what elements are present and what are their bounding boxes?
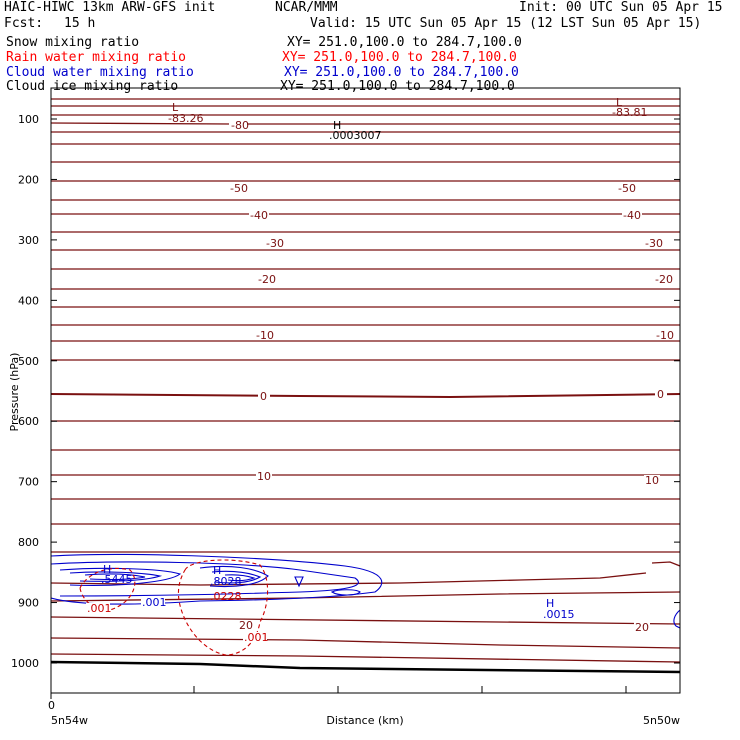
y-tick-label: 800 — [18, 536, 39, 549]
x-origin-label: 0 — [48, 699, 55, 712]
svg-text:H: H — [213, 564, 221, 577]
svg-text:H: H — [333, 119, 341, 132]
y-tick-label: 300 — [18, 234, 39, 247]
svg-text:H: H — [103, 563, 111, 576]
extrema-markers: L -83.26 L -83.81 H .0003007 H .5445 H .… — [101, 96, 647, 621]
temp-label-10-left: 10 — [257, 470, 271, 483]
x-axis-title: Distance (km) — [326, 714, 403, 727]
contour-labels: .001 .001 20 .001 — [86, 596, 269, 644]
temp-label-m80: -80 — [231, 119, 249, 132]
field-name-snow: Snow mixing ratio — [6, 35, 140, 50]
field-name-cloud-water: Cloud water mixing ratio — [6, 65, 194, 80]
init-time: Init: 00 UTC Sun 05 Apr 15 — [519, 0, 723, 15]
temp-label-20-left: 20 — [239, 619, 253, 632]
temp-label-m40-right: -40 — [623, 209, 641, 222]
temp-label-m30-left: -30 — [266, 237, 284, 250]
y-tick-label: 600 — [18, 415, 39, 428]
y-axis-title: Pressure (hPa) — [8, 353, 21, 432]
snow-max-value: .0003007 — [329, 129, 382, 142]
temp-label-m20-right: -20 — [655, 273, 673, 286]
cloud-water-max-center: .8028 — [210, 575, 242, 588]
y-tick-label: 500 — [18, 355, 39, 368]
rain-contour-label-right: .001 — [244, 631, 269, 644]
rain-contour-label-left: .001 — [87, 602, 112, 615]
temp-label-m20-left: -20 — [258, 273, 276, 286]
x-end-label: 5n50w — [643, 714, 680, 727]
plot-frame — [50, 87, 681, 694]
temp-label-0-right: 0 — [657, 388, 664, 401]
field-xy-snow: XY= 251.0,100.0 to 284.7,100.0 — [287, 35, 522, 50]
y-tick-label: 700 — [18, 476, 39, 489]
y-tick-label: 1000 — [11, 657, 39, 670]
temp-label-m10-left: -10 — [256, 329, 274, 342]
cloud-water-max-left: .5445 — [101, 573, 133, 586]
temp-label-m50-right: -50 — [618, 182, 636, 195]
svg-text:L: L — [616, 96, 623, 109]
center-label: NCAR/MMM — [275, 0, 338, 15]
y-tick-label: 200 — [18, 173, 39, 186]
y-tick-label: 400 — [18, 294, 39, 307]
fcst-value: 15 h — [64, 16, 96, 31]
temp-label-10-right: 10 — [645, 474, 659, 487]
temperature-labels: -80 -50 -50 -40 -40 -30 -30 -20 -20 -10 … — [229, 119, 675, 634]
field-name-cloud-ice: Cloud ice mixing ratio — [6, 79, 179, 94]
temp-label-20-right: 20 — [635, 621, 649, 634]
temp-label-m40-left: -40 — [250, 209, 268, 222]
svg-text:H: H — [546, 597, 554, 610]
x-start-label: 5n54w — [51, 714, 88, 727]
valid-time: Valid: 15 UTC Sun 05 Apr 15 (12 LST Sun … — [310, 16, 702, 31]
field-xy-cloud-water: XY= 251.0,100.0 to 284.7,100.0 — [284, 65, 519, 80]
y-tick-label: 100 — [18, 113, 39, 126]
cloud-contour-label: .001 — [142, 596, 167, 609]
rain-max-value: .0228 — [210, 590, 242, 603]
fcst-label: Fcst: — [4, 16, 44, 31]
temp-label-m50-left: -50 — [230, 182, 248, 195]
field-xy-rain: XY= 251.0,100.0 to 284.7,100.0 — [282, 50, 517, 65]
temp-label-m30-right: -30 — [645, 237, 663, 250]
plot-title: HAIC-HIWC 13km ARW-GFS init — [4, 0, 216, 15]
temp-label-0-left: 0 — [260, 390, 267, 403]
temperature-contours — [51, 98, 680, 674]
y-tick-label: 900 — [18, 597, 39, 610]
rain-water-contours — [79, 559, 269, 656]
temp-label-m10-right: -10 — [656, 329, 674, 342]
field-xy-cloud-ice: XY= 251.0,100.0 to 284.7,100.0 — [280, 79, 515, 94]
field-name-rain: Rain water mixing ratio — [6, 50, 187, 65]
low-value-left: -83.26 — [168, 112, 203, 125]
low-value-right: -83.81 — [612, 106, 647, 119]
cloud-water-contours — [51, 553, 680, 629]
cloud-water-max-right: .0015 — [543, 608, 575, 621]
svg-text:L: L — [172, 101, 179, 114]
